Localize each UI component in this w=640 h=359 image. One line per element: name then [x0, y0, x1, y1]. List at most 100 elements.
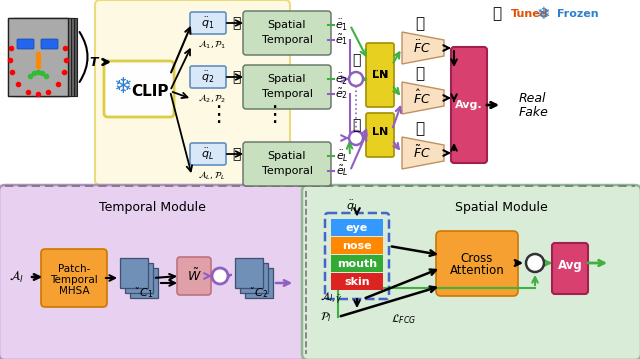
Text: eye: eye — [346, 223, 368, 233]
Text: Temporal: Temporal — [262, 89, 312, 99]
FancyBboxPatch shape — [190, 66, 226, 88]
Bar — [245, 268, 273, 298]
Text: $\ddot{q}_L$: $\ddot{q}_L$ — [202, 146, 214, 162]
FancyBboxPatch shape — [17, 39, 34, 49]
FancyBboxPatch shape — [0, 185, 306, 359]
Text: $\mathcal{L}_{FCG}$: $\mathcal{L}_{FCG}$ — [391, 312, 417, 326]
Text: 🔥: 🔥 — [352, 118, 360, 132]
Text: Frozen: Frozen — [557, 9, 598, 19]
Circle shape — [526, 254, 544, 272]
Text: $\ddot{e}_L$: $\ddot{e}_L$ — [335, 149, 348, 164]
Text: Spatial: Spatial — [268, 74, 307, 84]
Text: 🔥: 🔥 — [352, 53, 360, 67]
Text: $\mathcal{A}_L,\mathcal{P}_L$: $\mathcal{A}_L,\mathcal{P}_L$ — [198, 170, 226, 182]
Bar — [14, 18, 74, 96]
Text: Avg: Avg — [557, 260, 582, 272]
Text: ⋮: ⋮ — [207, 105, 229, 125]
Text: Spatial: Spatial — [268, 151, 307, 161]
Bar — [331, 237, 383, 254]
Bar — [11, 18, 71, 96]
Polygon shape — [402, 82, 444, 114]
FancyBboxPatch shape — [552, 243, 588, 294]
Text: L̈N: L̈N — [372, 70, 388, 80]
FancyBboxPatch shape — [243, 65, 331, 109]
Text: +: + — [351, 73, 362, 85]
Text: ⋮: ⋮ — [263, 105, 285, 125]
Text: $\hat{F}C$: $\hat{F}C$ — [413, 89, 431, 107]
Text: mouth: mouth — [337, 259, 377, 269]
Text: $\mathcal{A}_{l,\ddot{\gamma}}$: $\mathcal{A}_{l,\ddot{\gamma}}$ — [320, 291, 342, 307]
Bar — [130, 268, 158, 298]
Text: Temporal: Temporal — [262, 166, 312, 176]
Text: $\check{C}_2$: $\check{C}_2$ — [250, 286, 268, 300]
Text: ❄: ❄ — [113, 77, 131, 97]
Text: 🔥: 🔥 — [415, 66, 424, 81]
Bar — [8, 18, 68, 96]
Text: LN: LN — [372, 127, 388, 137]
Text: 🔥: 🔥 — [232, 16, 240, 30]
Text: Real: Real — [519, 93, 547, 106]
FancyBboxPatch shape — [243, 11, 331, 55]
Circle shape — [212, 268, 228, 284]
Text: Spatial: Spatial — [268, 20, 307, 30]
Text: $\mathcal{P}_l$: $\mathcal{P}_l$ — [320, 310, 332, 324]
FancyBboxPatch shape — [302, 185, 640, 359]
Bar — [331, 219, 383, 236]
Bar — [17, 18, 77, 96]
Bar — [125, 263, 153, 293]
FancyBboxPatch shape — [95, 0, 290, 185]
FancyBboxPatch shape — [41, 249, 107, 307]
FancyBboxPatch shape — [243, 142, 331, 186]
Text: Temporal: Temporal — [50, 275, 98, 285]
Text: $\tilde{e}_L$: $\tilde{e}_L$ — [335, 164, 348, 178]
Text: +: + — [214, 269, 226, 283]
FancyBboxPatch shape — [366, 113, 394, 157]
Bar — [331, 273, 383, 290]
Text: 🔥: 🔥 — [492, 6, 502, 22]
FancyBboxPatch shape — [451, 47, 487, 163]
Polygon shape — [402, 137, 444, 169]
Text: Tuned: Tuned — [511, 9, 548, 19]
Text: $\tilde{e}_2$: $\tilde{e}_2$ — [335, 87, 349, 102]
Text: Attention: Attention — [450, 265, 504, 278]
Text: $\mathcal{A}_2,\mathcal{P}_2$: $\mathcal{A}_2,\mathcal{P}_2$ — [198, 93, 226, 105]
Polygon shape — [402, 32, 444, 64]
FancyBboxPatch shape — [436, 231, 518, 296]
Text: LN: LN — [372, 70, 388, 80]
FancyBboxPatch shape — [41, 39, 58, 49]
Text: $\tilde{e}_1$: $\tilde{e}_1$ — [335, 33, 349, 47]
Text: $\ddot{q}_l$: $\ddot{q}_l$ — [346, 199, 358, 214]
Bar — [235, 258, 263, 288]
Text: $\tilde{W}$: $\tilde{W}$ — [187, 268, 202, 284]
Text: MHSA: MHSA — [59, 286, 90, 296]
Bar — [120, 258, 148, 288]
Bar — [240, 263, 268, 293]
FancyBboxPatch shape — [366, 43, 394, 107]
Text: $\ddot{F}C$: $\ddot{F}C$ — [413, 40, 431, 56]
Text: $\ddot{e}_2$: $\ddot{e}_2$ — [335, 71, 349, 87]
Text: Patch-: Patch- — [58, 264, 90, 274]
Text: 🔥: 🔥 — [415, 17, 424, 32]
Text: $\mathcal{A}_l$: $\mathcal{A}_l$ — [10, 269, 24, 285]
Text: Temporal Module: Temporal Module — [99, 200, 205, 214]
Text: Cross: Cross — [461, 252, 493, 265]
Text: 🔥: 🔥 — [232, 70, 240, 84]
Bar — [331, 255, 383, 272]
Text: $\ddot{q}_2$: $\ddot{q}_2$ — [202, 69, 214, 85]
FancyBboxPatch shape — [104, 61, 174, 117]
Text: $\tilde{F}C$: $\tilde{F}C$ — [413, 145, 431, 161]
Text: $\mathcal{A}_1,\mathcal{P}_1$: $\mathcal{A}_1,\mathcal{P}_1$ — [198, 39, 226, 51]
Circle shape — [349, 131, 363, 145]
Text: CLIP: CLIP — [131, 84, 169, 98]
Text: $\ddot{q}_1$: $\ddot{q}_1$ — [202, 15, 214, 31]
Text: ⊗: ⊗ — [528, 254, 542, 272]
FancyBboxPatch shape — [190, 143, 226, 165]
Circle shape — [349, 72, 363, 86]
Text: nose: nose — [342, 241, 372, 251]
Text: Avg.: Avg. — [455, 100, 483, 110]
Text: 🔥: 🔥 — [415, 121, 424, 136]
Text: ❄: ❄ — [536, 5, 550, 23]
Text: 🔥: 🔥 — [232, 147, 240, 161]
Text: +: + — [351, 131, 362, 145]
Text: $\ddot{e}_1$: $\ddot{e}_1$ — [335, 18, 349, 33]
